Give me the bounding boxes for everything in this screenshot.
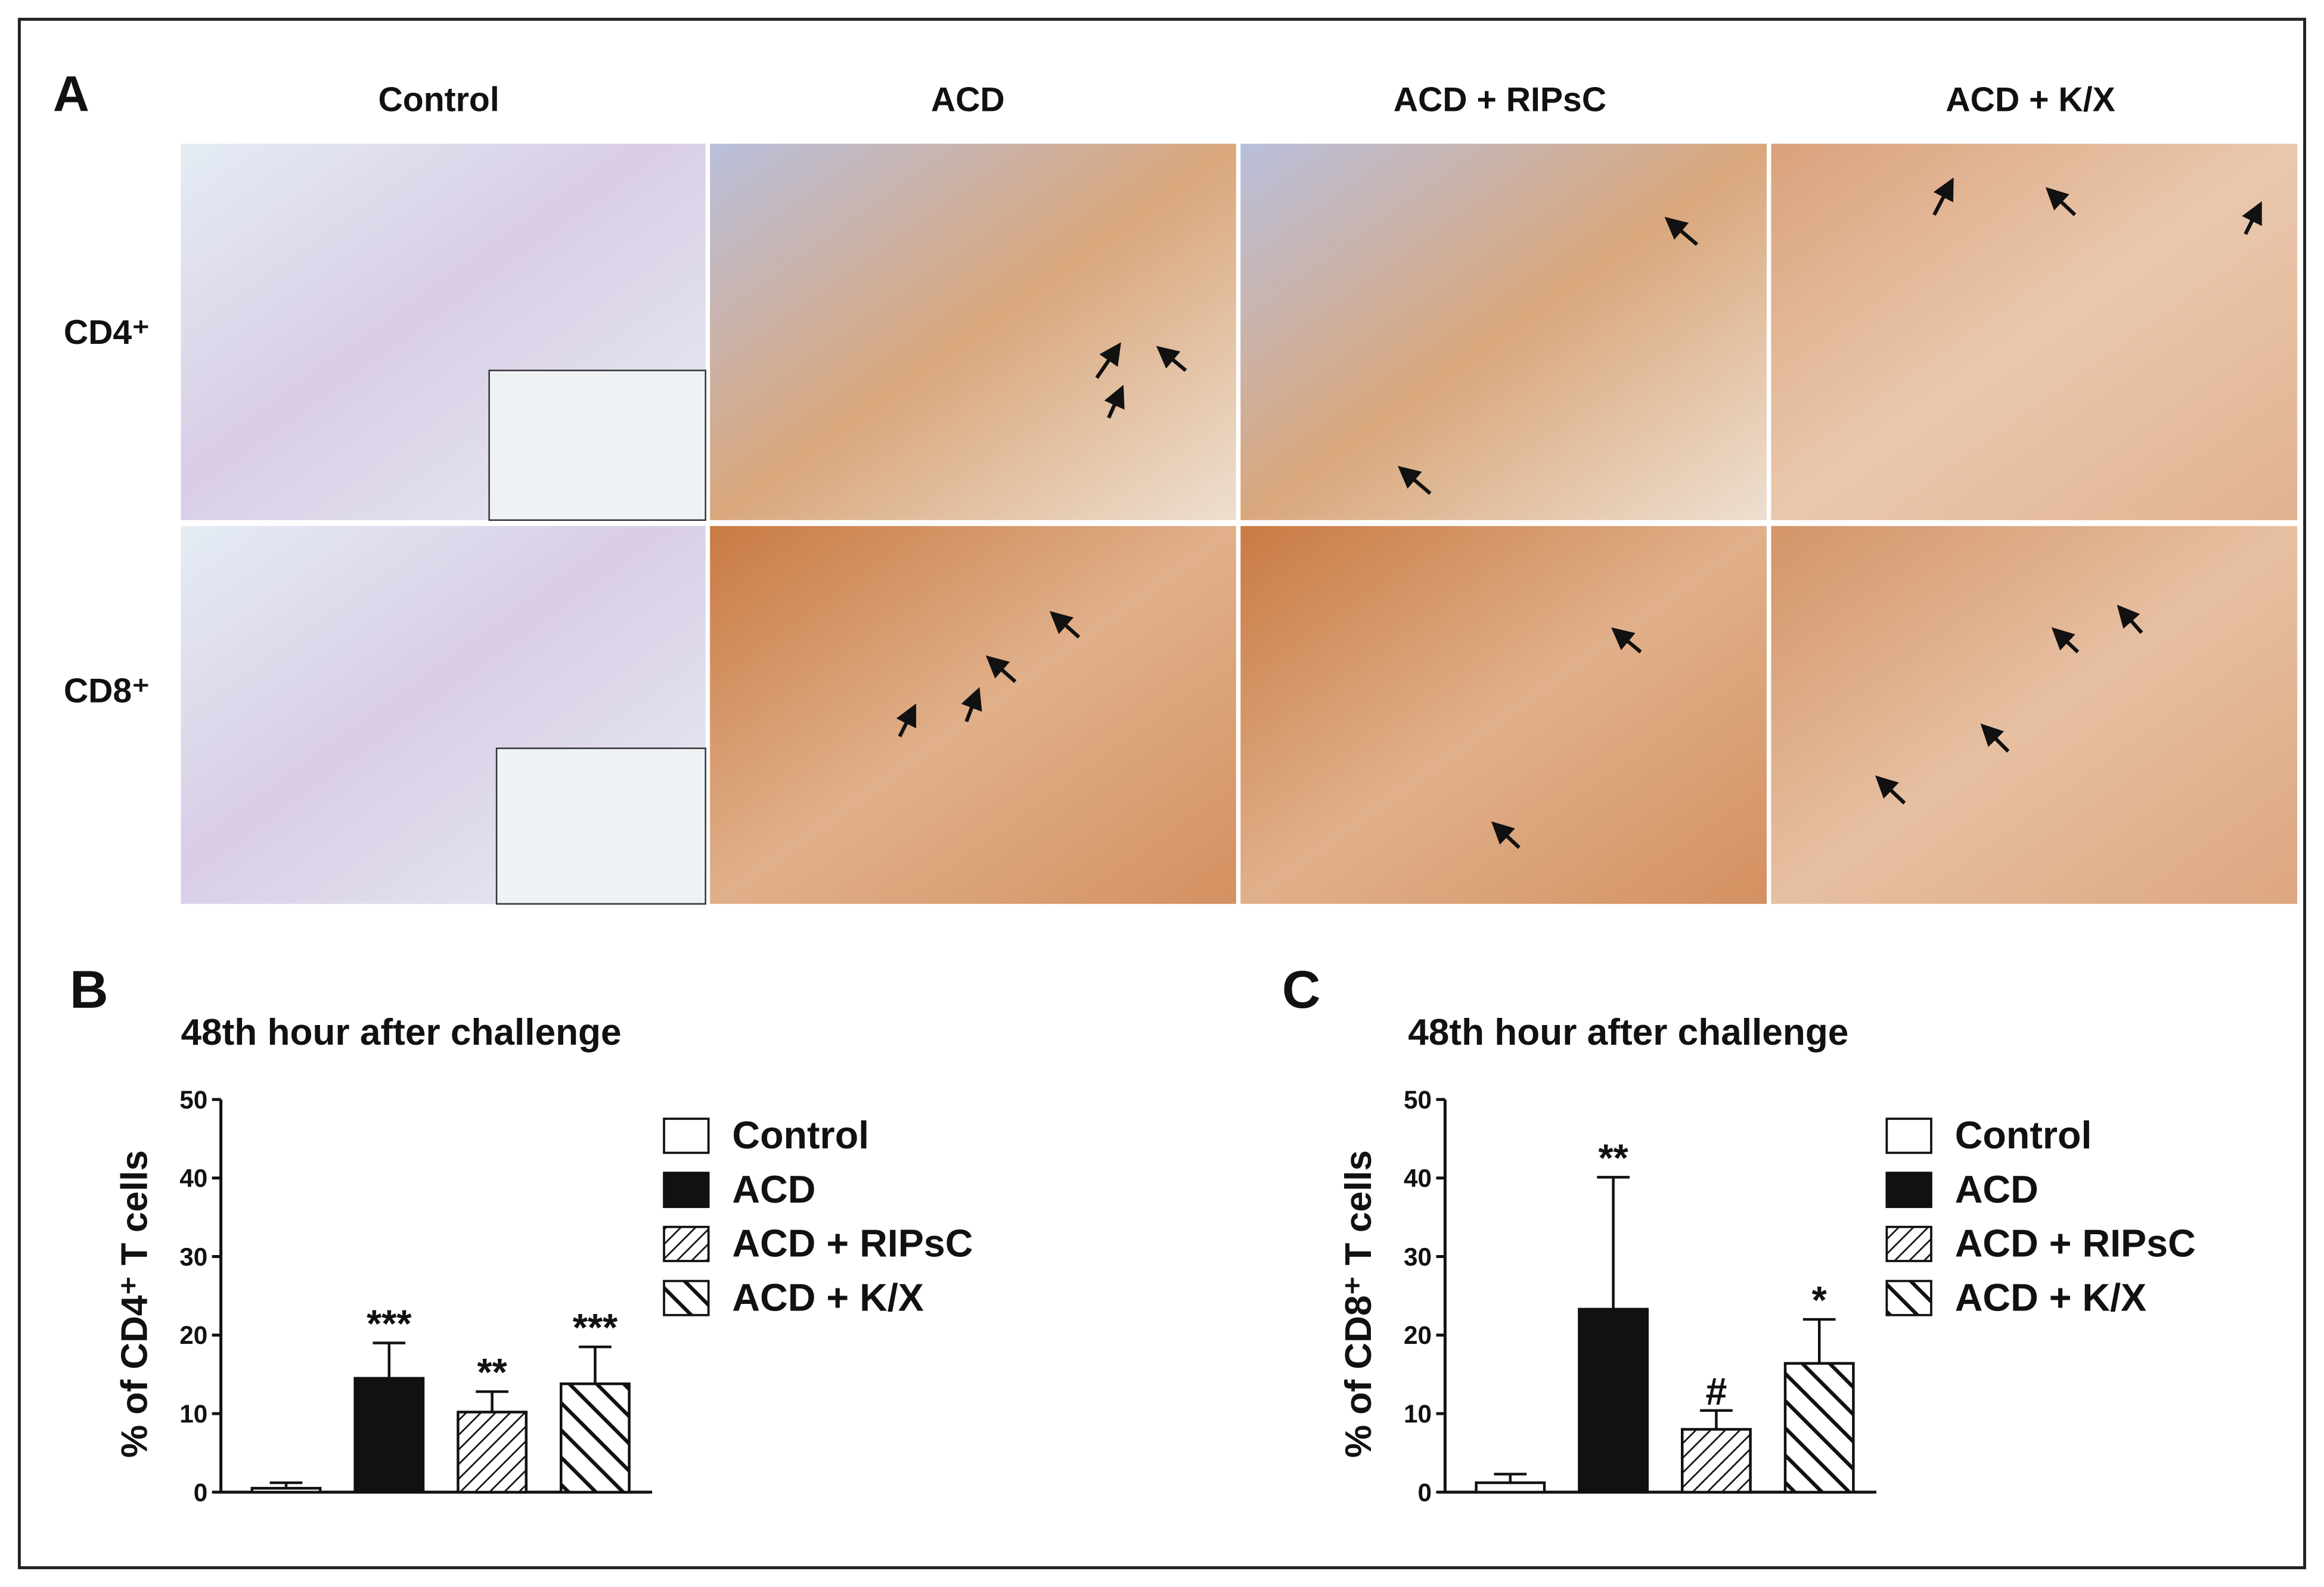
bar: [1475, 1481, 1546, 1494]
y-tick-label: 30: [1404, 1243, 1432, 1271]
y-tick-label: 30: [179, 1243, 207, 1271]
legend-swatch: [1885, 1117, 1932, 1154]
chart-title: 48th hour after challenge: [1408, 1012, 1848, 1053]
y-axis-label: % of CD4⁺ T cells: [114, 1150, 155, 1458]
bar: [1783, 1362, 1855, 1494]
panel-label: C: [1282, 959, 1321, 1019]
y-tick-label: 0: [194, 1479, 208, 1507]
legend-label: ACD: [732, 1167, 815, 1211]
legend-swatch: [663, 1279, 710, 1316]
row-label: CD4⁺: [64, 313, 150, 352]
legend-swatch: [1885, 1172, 1932, 1209]
legend-label: ACD: [1955, 1167, 2038, 1211]
y-tick-label: 40: [1404, 1164, 1432, 1192]
panel-label: A: [53, 65, 89, 122]
y-axis-label: % of CD8⁺ T cells: [1338, 1150, 1379, 1458]
y-tick-label: 0: [1418, 1479, 1432, 1507]
chart-title: 48th hour after challenge: [181, 1012, 621, 1053]
y-tick-label: 40: [179, 1164, 207, 1192]
bar: [560, 1382, 631, 1494]
legend-swatch: [1885, 1225, 1932, 1262]
micrographs: [181, 144, 2298, 905]
legend-swatch: [663, 1172, 710, 1209]
panel-label: B: [70, 959, 108, 1019]
significance-label: **: [1598, 1136, 1628, 1179]
column-header: ACD + K/X: [1946, 80, 2115, 119]
column-header: ACD: [931, 80, 1005, 119]
legend-label: ACD + K/X: [1955, 1275, 2146, 1319]
y-tick-label: 20: [1404, 1321, 1432, 1349]
legend-label: Control: [1955, 1113, 2092, 1157]
y-tick-label: 50: [1404, 1086, 1432, 1114]
frame: [17, 17, 2307, 1570]
significance-label: *: [1812, 1278, 1827, 1322]
legend-label: ACD + RIPsC: [1955, 1222, 2196, 1265]
significance-label: **: [477, 1350, 507, 1394]
legend-swatch: [1885, 1279, 1932, 1316]
legend-label: Control: [732, 1113, 869, 1157]
significance-label: #: [1705, 1369, 1727, 1413]
row-label: CD8⁺: [64, 672, 150, 710]
bar: [353, 1377, 425, 1494]
y-tick-label: 50: [179, 1086, 207, 1114]
column-header: Control: [378, 80, 499, 119]
bar: [457, 1411, 528, 1494]
significance-label: ***: [367, 1302, 412, 1346]
legend-label: ACD + RIPsC: [732, 1222, 973, 1265]
legend-label: ACD + K/X: [732, 1275, 923, 1319]
y-tick-label: 20: [179, 1321, 207, 1349]
legend-swatch: [663, 1225, 710, 1262]
bar: [1578, 1308, 1649, 1494]
bar: [250, 1487, 322, 1494]
bar: [1681, 1428, 1752, 1494]
y-tick-label: 10: [1404, 1400, 1432, 1428]
column-header: ACD + RIPsC: [1394, 80, 1606, 119]
legend-swatch: [663, 1117, 710, 1154]
significance-label: ***: [573, 1306, 618, 1349]
y-tick-label: 10: [179, 1400, 207, 1428]
